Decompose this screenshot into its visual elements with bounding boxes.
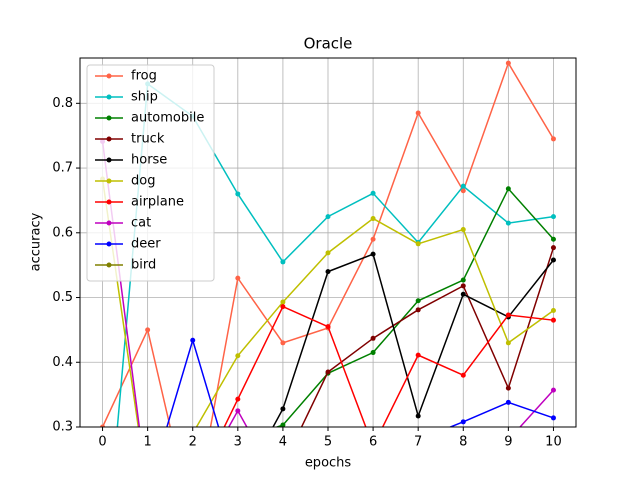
x-tick-label: 9	[504, 435, 512, 450]
legend-label: dog	[131, 174, 155, 189]
point	[550, 245, 556, 251]
y-tick-label: 0.4	[52, 355, 73, 370]
legend-marker	[106, 241, 112, 247]
point	[190, 337, 196, 343]
point	[460, 291, 466, 297]
legend-marker	[106, 220, 112, 226]
y-tick-label: 0.8	[52, 96, 73, 111]
point	[325, 269, 331, 275]
point	[505, 186, 511, 192]
legend-label: cat	[131, 216, 151, 231]
point	[550, 307, 556, 313]
point	[145, 327, 151, 333]
x-tick-label: 6	[369, 435, 377, 450]
point	[505, 340, 511, 346]
x-tick-label: 2	[189, 435, 197, 450]
point	[280, 259, 286, 265]
y-tick-label: 0.6	[52, 225, 73, 240]
point	[505, 312, 511, 318]
point	[325, 369, 331, 375]
x-tick-label: 7	[414, 435, 422, 450]
point	[100, 424, 106, 427]
legend-label: horse	[131, 153, 167, 168]
point	[235, 353, 241, 359]
point	[505, 220, 511, 226]
point	[370, 216, 376, 222]
legend-label: automobile	[131, 111, 204, 126]
legend-label: airplane	[131, 195, 184, 210]
legend-marker	[106, 115, 112, 121]
point	[505, 60, 511, 66]
point	[460, 227, 466, 233]
point	[550, 136, 556, 142]
point	[235, 191, 241, 197]
legend-marker	[106, 136, 112, 142]
point	[550, 415, 556, 421]
point	[370, 236, 376, 242]
point	[370, 350, 376, 356]
point	[370, 251, 376, 257]
point	[235, 396, 241, 402]
point	[460, 188, 466, 194]
point	[415, 352, 421, 358]
legend-marker	[106, 157, 112, 163]
point	[325, 250, 331, 256]
x-tick-label: 0	[98, 435, 106, 450]
chart-title: Oracle	[304, 35, 353, 53]
point	[550, 236, 556, 242]
point	[280, 406, 286, 412]
legend-label: truck	[131, 132, 165, 147]
point	[415, 241, 421, 247]
point	[370, 190, 376, 196]
y-tick-label: 0.3	[52, 420, 73, 435]
point	[460, 183, 466, 189]
series-line	[166, 337, 554, 427]
y-axis-label: accuracy	[29, 212, 44, 271]
legend-marker	[106, 199, 112, 205]
legend-marker	[106, 178, 112, 184]
x-tick-label: 5	[324, 435, 332, 450]
plot-frame	[79, 57, 577, 428]
point	[280, 422, 286, 427]
legend-label: ship	[131, 90, 158, 105]
point	[325, 324, 331, 330]
point	[460, 372, 466, 378]
point	[550, 317, 556, 323]
point	[280, 340, 286, 346]
point	[460, 283, 466, 289]
legend-marker	[106, 262, 112, 268]
point	[460, 277, 466, 283]
x-axis-label: epochs	[305, 456, 352, 471]
point	[280, 299, 286, 305]
point	[415, 413, 421, 419]
point	[280, 304, 286, 310]
point	[505, 385, 511, 391]
x-tick-label: 10	[545, 435, 562, 450]
point	[370, 335, 376, 341]
legend-label: frog	[131, 69, 157, 84]
y-tick-label: 0.7	[52, 161, 73, 176]
point	[550, 214, 556, 220]
legend-box	[86, 64, 215, 282]
x-tick-label: 3	[234, 435, 242, 450]
point	[415, 298, 421, 304]
x-tick-label: 4	[279, 435, 287, 450]
legend-marker	[106, 73, 112, 79]
legend-marker	[106, 94, 112, 100]
point	[415, 110, 421, 116]
x-tick-label: 1	[143, 435, 151, 450]
point	[415, 307, 421, 313]
point	[550, 257, 556, 263]
point	[505, 399, 511, 405]
point	[550, 387, 556, 393]
x-tick-label: 8	[459, 435, 467, 450]
y-tick-label: 0.5	[52, 290, 73, 305]
legend-label: bird	[131, 258, 156, 273]
point	[235, 408, 241, 414]
point	[460, 419, 466, 425]
point	[325, 214, 331, 220]
legend-label: deer	[131, 237, 161, 252]
point	[235, 275, 241, 281]
